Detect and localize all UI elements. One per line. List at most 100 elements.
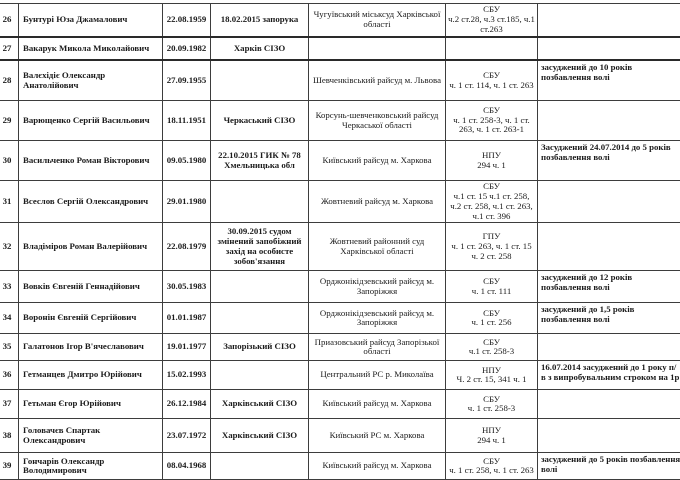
row-number-cell: 36 bbox=[0, 361, 19, 390]
name-cell: Гетьман Єгор Юрійович bbox=[19, 390, 163, 419]
birthdate-cell: 22.08.1959 bbox=[163, 4, 211, 38]
court-cell: Орджонікідзевський райсуд м. Запоріжжя bbox=[309, 271, 446, 303]
detention-cell: 18.02.2015 запорука bbox=[211, 4, 309, 38]
detention-cell bbox=[211, 271, 309, 303]
name-cell: Васильченко Роман Вікторович bbox=[19, 141, 163, 181]
table-row: 35 Галатонов Ігор В'ячеславович 19.01.19… bbox=[0, 334, 680, 361]
table-row: 36 Гетманцев Дмитро Юрійович 15.02.1993 … bbox=[0, 361, 680, 390]
court-cell: Київський РС м. Харкова bbox=[309, 419, 446, 453]
row-number-cell: 32 bbox=[0, 223, 19, 271]
articles-label: 294 ч. 1 bbox=[448, 161, 535, 171]
row-number-cell: 35 bbox=[0, 334, 19, 361]
table-row: 38 Головачєв Спартак Олександрович 23.07… bbox=[0, 419, 680, 453]
detention-cell bbox=[211, 60, 309, 101]
birthdate-cell: 23.07.1972 bbox=[163, 419, 211, 453]
sentence-cell bbox=[538, 334, 680, 361]
birthdate-cell: 20.09.1982 bbox=[163, 37, 211, 60]
table-row: 32 Владіміров Роман Валерійович 22.08.19… bbox=[0, 223, 680, 271]
name-cell: Воронін Євгеній Сергійович bbox=[19, 303, 163, 334]
row-number-cell: 37 bbox=[0, 390, 19, 419]
birthdate-cell: 27.09.1955 bbox=[163, 60, 211, 101]
birthdate-cell: 08.04.1968 bbox=[163, 453, 211, 480]
table-row: 33 Вовків Євгеній Геннадійович 30.05.198… bbox=[0, 271, 680, 303]
articles-label: ч. 1 ст. 258-3, ч. 1 ст. 263, ч. 1 ст. 2… bbox=[448, 116, 535, 136]
court-cell: Жовтневий райсуд м. Харкова bbox=[309, 181, 446, 223]
sentence-cell bbox=[538, 101, 680, 141]
row-number-cell: 34 bbox=[0, 303, 19, 334]
row-number-cell: 39 bbox=[0, 453, 19, 480]
court-cell: Центральний РС р. Миколаїва bbox=[309, 361, 446, 390]
sentence-cell bbox=[538, 181, 680, 223]
articles-label: ч. 1 ст. 111 bbox=[448, 287, 535, 297]
detention-cell: Харківський СІЗО bbox=[211, 390, 309, 419]
birthdate-cell: 26.12.1984 bbox=[163, 390, 211, 419]
birthdate-cell: 15.02.1993 bbox=[163, 361, 211, 390]
table-row: 31 Всеслов Сергій Олександрович 29.01.19… bbox=[0, 181, 680, 223]
court-cell: Корсунь-шевченковський райсуд Черкаської… bbox=[309, 101, 446, 141]
table-row: 26 Бунтурі Юза Джамалович 22.08.1959 18.… bbox=[0, 4, 680, 38]
detention-cell: Черкаський СІЗО bbox=[211, 101, 309, 141]
detention-cell bbox=[211, 361, 309, 390]
articles-label: Ч. 2 ст. 15, 341 ч. 1 bbox=[448, 375, 535, 385]
name-cell: Гончарів Олександр Володимирович bbox=[19, 453, 163, 480]
row-number-cell: 28 bbox=[0, 60, 19, 101]
articles-label: ч.1 ст. 15 ч.1 ст. 258, ч.2 ст. 258, ч.1… bbox=[448, 192, 535, 222]
articles-label: ч.2 ст.28, ч.3 ст.185, ч.1 ст.263 bbox=[448, 15, 535, 35]
name-cell: Всеслов Сергій Олександрович bbox=[19, 181, 163, 223]
articles-label: ч. 1 ст. 258-3 bbox=[448, 404, 535, 414]
row-number-cell: 30 bbox=[0, 141, 19, 181]
detention-cell: Харків СІЗО bbox=[211, 37, 309, 60]
detainees-register-table: 26 Бунтурі Юза Джамалович 22.08.1959 18.… bbox=[0, 3, 680, 480]
row-number-cell: 27 bbox=[0, 37, 19, 60]
agency-label: НПУ bbox=[448, 426, 535, 436]
name-cell: Валєхідіє Олександр Анатолійович bbox=[19, 60, 163, 101]
name-cell: Вовків Євгеній Геннадійович bbox=[19, 271, 163, 303]
sentence-cell bbox=[538, 390, 680, 419]
name-cell: Бунтурі Юза Джамалович bbox=[19, 4, 163, 38]
articles-label: ч. 1 ст. 258, ч. 1 ст. 263 bbox=[448, 466, 535, 476]
court-cell: Жовтневий районний суд Харківської облас… bbox=[309, 223, 446, 271]
birthdate-cell: 09.05.1980 bbox=[163, 141, 211, 181]
table-row: 27 Вакарук Микола Миколайович 20.09.1982… bbox=[0, 37, 680, 60]
court-cell: Київський райсуд м. Харкова bbox=[309, 453, 446, 480]
row-number-cell: 33 bbox=[0, 271, 19, 303]
table-row: 30 Васильченко Роман Вікторович 09.05.19… bbox=[0, 141, 680, 181]
sentence-cell: Засуджений 24.07.2014 до 5 років позбавл… bbox=[538, 141, 680, 181]
detention-cell: 22.10.2015 ГИК № 78 Хмельницька обл bbox=[211, 141, 309, 181]
court-cell: Київський райсуд м. Харкова bbox=[309, 390, 446, 419]
table-row: 34 Воронін Євгеній Сергійович 01.01.1987… bbox=[0, 303, 680, 334]
sentence-cell bbox=[538, 37, 680, 60]
sentence-cell bbox=[538, 4, 680, 38]
sentence-cell: 16.07.2014 засуджений до 1 року п/в з ви… bbox=[538, 361, 680, 390]
name-cell: Головачєв Спартак Олександрович bbox=[19, 419, 163, 453]
detention-cell bbox=[211, 181, 309, 223]
sentence-cell bbox=[538, 419, 680, 453]
detention-cell: 30.09.2015 судом змінений запобіжний зах… bbox=[211, 223, 309, 271]
court-cell: Чугуївський міськсуд Харківської області bbox=[309, 4, 446, 38]
row-number-cell: 31 bbox=[0, 181, 19, 223]
birthdate-cell: 19.01.1977 bbox=[163, 334, 211, 361]
row-number-cell: 38 bbox=[0, 419, 19, 453]
court-cell: Київський райсуд м. Харкова bbox=[309, 141, 446, 181]
articles-label: ч. 1 ст. 263, ч. 1 ст. 15 ч. 2 ст. 258 bbox=[448, 242, 535, 262]
detention-cell bbox=[211, 453, 309, 480]
table-row: 37 Гетьман Єгор Юрійович 26.12.1984 Харк… bbox=[0, 390, 680, 419]
table-row: 28 Валєхідіє Олександр Анатолійович 27.0… bbox=[0, 60, 680, 101]
birthdate-cell: 18.11.1951 bbox=[163, 101, 211, 141]
name-cell: Галатонов Ігор В'ячеславович bbox=[19, 334, 163, 361]
sentence-cell bbox=[538, 223, 680, 271]
name-cell: Варющенко Сергій Васильович bbox=[19, 101, 163, 141]
table-row: 29 Варющенко Сергій Васильович 18.11.195… bbox=[0, 101, 680, 141]
row-number-cell: 26 bbox=[0, 4, 19, 38]
sentence-cell: засуджений до 5 років позбавлення волі bbox=[538, 453, 680, 480]
